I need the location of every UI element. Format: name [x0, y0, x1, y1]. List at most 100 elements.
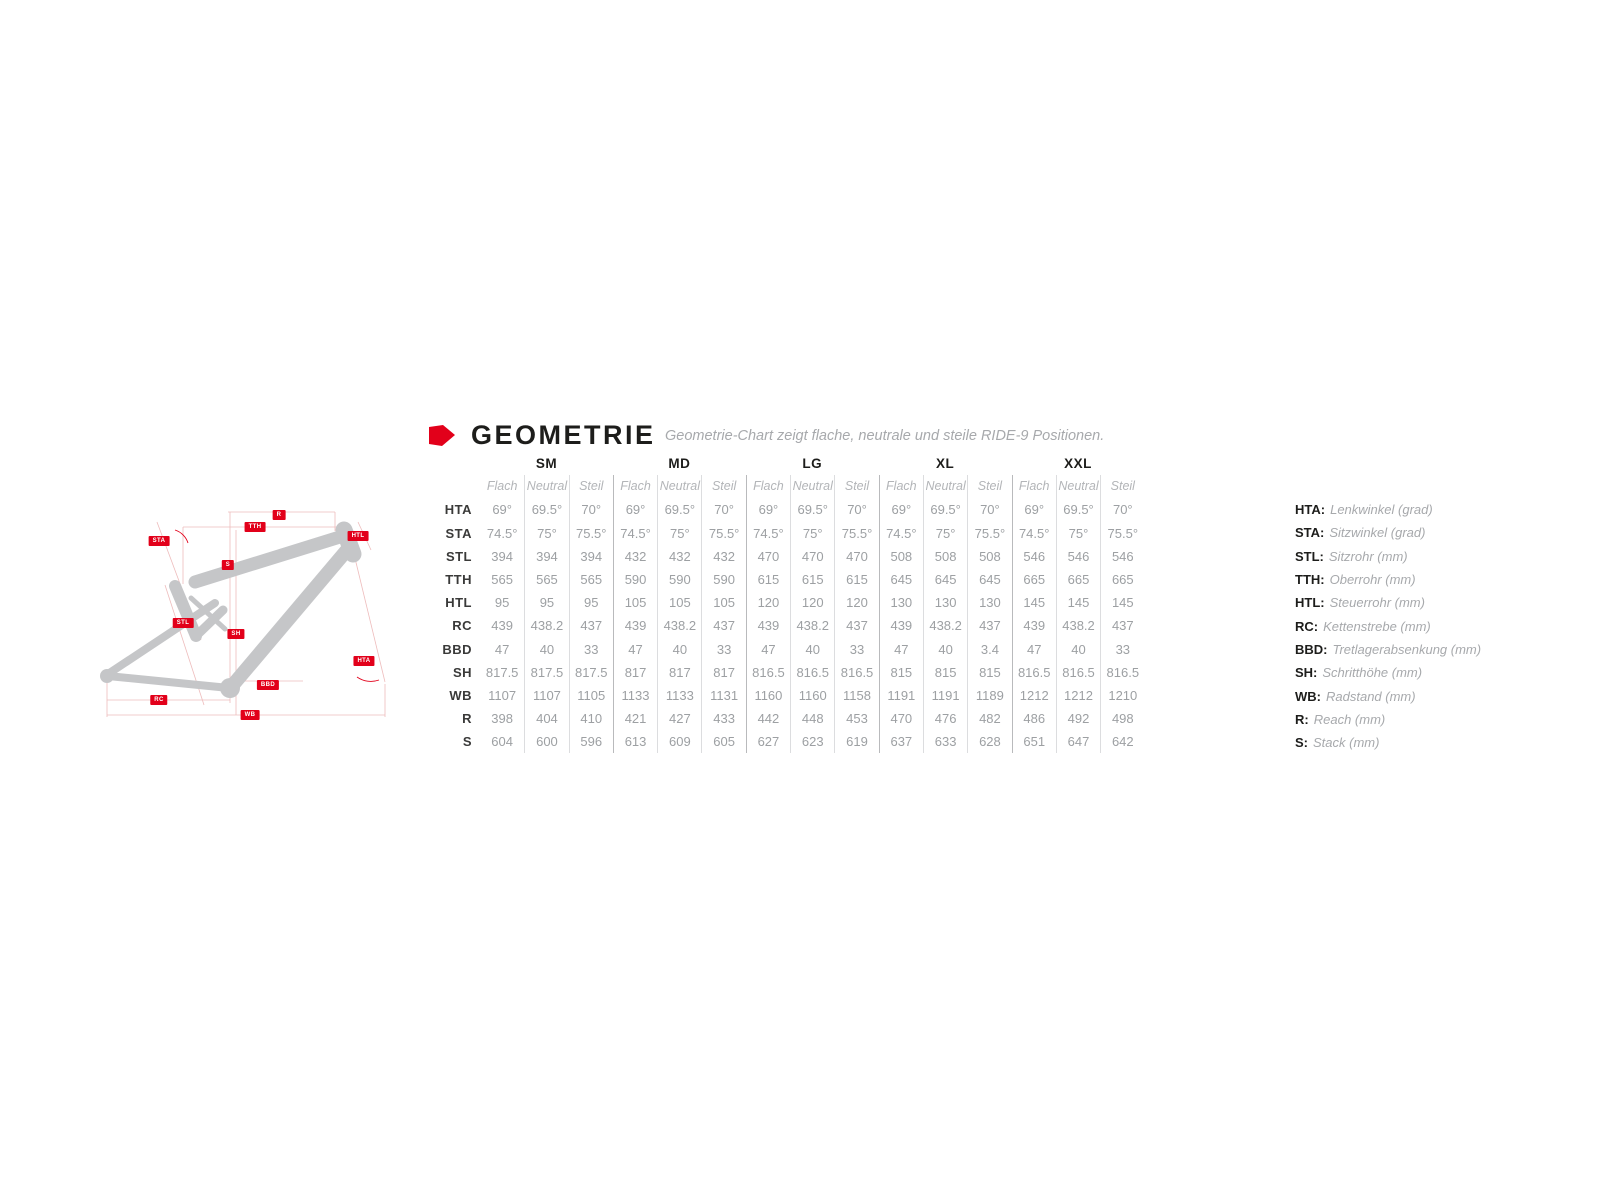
legend-desc: Sitzrohr (mm) — [1328, 548, 1408, 564]
geo-value: 816.5 — [1100, 660, 1144, 684]
frame-silhouette — [104, 521, 362, 693]
geo-value: 75° — [790, 521, 834, 545]
geo-value: 546 — [1011, 544, 1056, 568]
geo-value: 439 — [745, 614, 790, 638]
legend-abbr: WB: — [1295, 688, 1321, 704]
geo-value: 47 — [612, 637, 657, 661]
geo-value: 47 — [878, 637, 923, 661]
geo-value: 105 — [701, 591, 745, 615]
legend-abbr: RC: — [1295, 618, 1319, 634]
geo-value: 615 — [745, 567, 790, 592]
legend-desc: Tretlagerabsenkung (mm) — [1332, 642, 1482, 658]
row-label-stl: STL — [445, 548, 472, 564]
geo-value: 645 — [967, 567, 1011, 592]
legend-item-stl: STL: Sitzrohr (mm) — [1295, 545, 1481, 568]
geo-value: 498 — [1100, 707, 1144, 731]
geo-value: 615 — [790, 567, 834, 592]
diagram-label-toptube: TTH — [244, 522, 266, 532]
row-label-sh: SH — [452, 664, 472, 680]
geo-value: 565 — [568, 567, 613, 592]
geo-value: 565 — [524, 567, 568, 592]
geo-value: 600 — [524, 730, 568, 754]
legend-desc: Lenkwinkel (grad) — [1330, 502, 1433, 517]
geo-value: 69° — [745, 498, 790, 522]
position-header: Neutral — [1055, 475, 1100, 499]
geo-value: 615 — [834, 567, 878, 592]
geo-value: 1160 — [745, 683, 790, 708]
size-header-md: MD — [668, 456, 691, 471]
section-header: GEOMETRIE — [428, 420, 656, 451]
geo-value: 437 — [1100, 614, 1144, 638]
geo-value: 432 — [612, 544, 657, 568]
geo-value: 546 — [1100, 544, 1144, 568]
geo-value: 1107 — [524, 683, 568, 708]
geo-value: 75.5° — [967, 521, 1011, 545]
geo-value: 437 — [834, 614, 878, 638]
geo-value: 433 — [701, 707, 745, 731]
geo-value: 130 — [922, 591, 967, 615]
geo-value: 817 — [612, 660, 657, 684]
position-header: Steil — [967, 475, 1011, 499]
size-header-xxl: XXL — [1064, 456, 1092, 471]
geo-value: 69° — [612, 498, 657, 522]
geo-value: 1107 — [488, 687, 517, 703]
geo-value: 69.5° — [922, 498, 967, 522]
geo-value: 1131 — [701, 683, 745, 708]
geo-value: 590 — [612, 567, 657, 592]
geo-value: 816.5 — [790, 660, 834, 684]
diagram-label-seatangle: STA — [148, 536, 170, 546]
diagram-label-reach: R — [272, 510, 286, 520]
geo-value: 95 — [568, 591, 613, 615]
geo-value: 75° — [1055, 521, 1100, 545]
legend-desc: Radstand (mm) — [1326, 688, 1416, 704]
geo-value: 508 — [967, 544, 1011, 568]
geo-value: 470 — [834, 544, 878, 568]
geo-value: 453 — [834, 707, 878, 731]
red-arrow-icon — [429, 425, 455, 446]
legend-abbr: SH: — [1295, 665, 1318, 681]
geo-value: 647 — [1055, 730, 1100, 754]
geo-value: 437 — [568, 614, 613, 638]
position-header: Steil — [834, 475, 878, 499]
geo-value: 439 — [491, 618, 513, 634]
geo-value: 590 — [701, 567, 745, 592]
geo-value: 613 — [612, 730, 657, 754]
geo-value: 438.2 — [524, 614, 568, 638]
position-header: Neutral — [922, 475, 967, 499]
bike-geometry-diagram: R TTH STA HTL S STL SH HTA BBD RC WB — [95, 486, 397, 728]
geo-value: 1133 — [657, 683, 701, 708]
legend-desc: Reach (mm) — [1313, 712, 1386, 728]
legend-abbr: BBD: — [1295, 642, 1328, 658]
bottom-bracket — [220, 678, 240, 698]
geo-value: 394 — [491, 548, 513, 564]
geo-value: 40 — [922, 637, 967, 661]
geo-value: 1160 — [790, 683, 834, 708]
geo-value: 40 — [657, 637, 701, 661]
position-header: Flach — [486, 479, 518, 494]
geo-value: 628 — [967, 730, 1011, 754]
size-header-lg: LG — [802, 456, 823, 471]
geo-value: 642 — [1100, 730, 1144, 754]
geo-value: 40 — [1055, 637, 1100, 661]
geo-value: 817.5 — [524, 660, 568, 684]
geo-value: 817.5 — [485, 664, 519, 680]
diagram-label-headtube: HTL — [347, 531, 369, 541]
geo-value: 432 — [657, 544, 701, 568]
geo-value: 145 — [1011, 591, 1056, 615]
row-label-s: S — [462, 734, 472, 750]
geo-value: 432 — [701, 544, 745, 568]
geo-value: 74.5° — [1011, 521, 1056, 545]
geo-value: 47 — [494, 641, 510, 657]
position-header: Steil — [1100, 475, 1144, 499]
geo-value: 75° — [524, 521, 568, 545]
geo-value: 508 — [878, 544, 923, 568]
legend-item-s: S: Stack (mm) — [1295, 731, 1481, 754]
legend-abbr: TTH: — [1295, 572, 1325, 588]
geo-value: 438.2 — [657, 614, 701, 638]
geo-value: 1212 — [1011, 683, 1056, 708]
geo-value: 609 — [657, 730, 701, 754]
geo-value: 492 — [1055, 707, 1100, 731]
legend-desc: Stack (mm) — [1313, 735, 1380, 751]
row-label-r: R — [462, 711, 472, 727]
legend-abbr: R: — [1295, 712, 1309, 728]
